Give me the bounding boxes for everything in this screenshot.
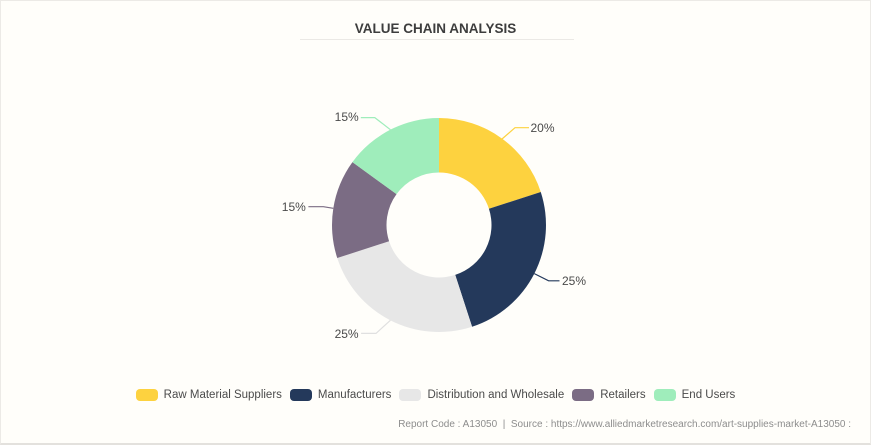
svg-text:25%: 25% (562, 274, 586, 288)
svg-text:25%: 25% (335, 327, 359, 341)
svg-text:15%: 15% (282, 200, 306, 214)
svg-text:15%: 15% (335, 110, 359, 124)
svg-text:20%: 20% (531, 121, 555, 135)
